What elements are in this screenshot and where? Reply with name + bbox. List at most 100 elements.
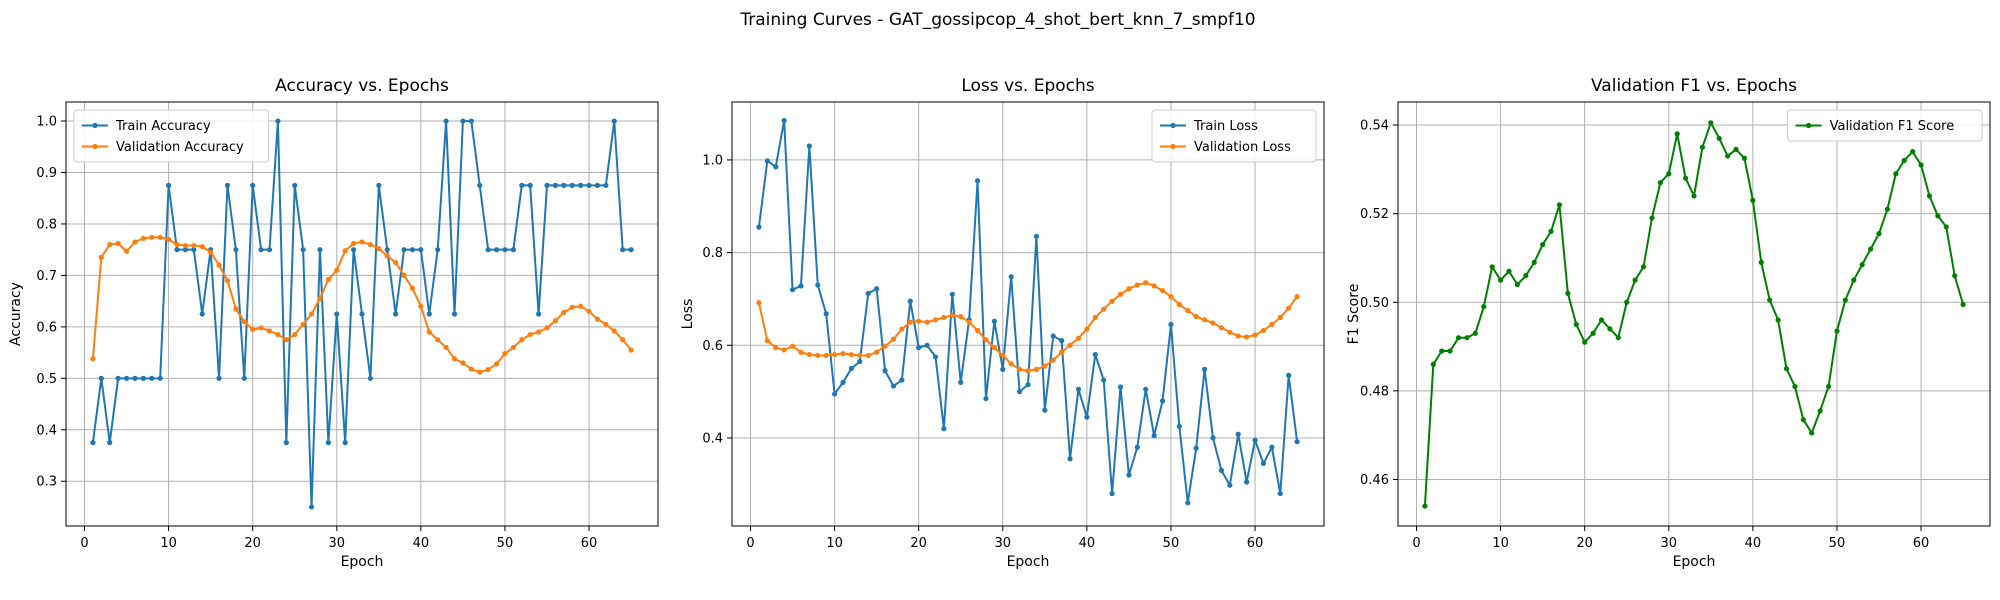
data-point <box>1159 287 1166 294</box>
data-point <box>350 240 357 247</box>
data-point <box>932 317 939 323</box>
data-point <box>1792 383 1798 390</box>
data-point <box>1716 135 1722 141</box>
y-tick-label: 1.0 <box>36 115 57 130</box>
data-point <box>1775 317 1781 323</box>
legend-swatch-marker <box>1170 143 1176 150</box>
data-point <box>916 344 922 351</box>
x-tick-label: 10 <box>160 536 177 551</box>
data-point <box>266 328 273 334</box>
data-point <box>823 352 829 359</box>
data-point <box>578 303 584 309</box>
data-point <box>1607 326 1613 332</box>
data-point <box>275 331 281 338</box>
data-point <box>250 326 256 333</box>
axes-frame <box>731 101 1325 527</box>
data-point <box>1218 325 1225 331</box>
data-point <box>233 247 239 253</box>
data-point <box>907 298 913 304</box>
data-point <box>578 182 584 188</box>
data-point <box>468 366 474 372</box>
data-point <box>1092 314 1098 321</box>
data-point <box>1506 268 1512 274</box>
data-point <box>1556 202 1563 208</box>
x-tick-label: 10 <box>826 536 843 551</box>
data-point <box>107 241 113 248</box>
legend: Validation F1 Score <box>1787 109 1983 142</box>
y-tick-label: 0.9 <box>36 166 57 181</box>
legend-swatch-marker <box>92 143 98 150</box>
data-point <box>1201 366 1208 372</box>
data-point <box>1075 335 1082 341</box>
data-point <box>561 182 567 188</box>
x-axis-label: Epoch <box>1007 554 1050 570</box>
data-point <box>208 249 214 255</box>
data-point <box>620 247 626 253</box>
data-point <box>1867 246 1874 252</box>
data-point <box>1210 320 1216 326</box>
data-point <box>165 182 172 188</box>
data-point <box>1691 193 1697 199</box>
data-point <box>611 328 617 334</box>
y-tick-label: 0.5 <box>36 372 57 387</box>
data-point <box>1825 383 1832 390</box>
x-tick-label: 60 <box>1913 536 1930 551</box>
data-point <box>1842 297 1848 303</box>
data-point <box>165 236 172 242</box>
data-point <box>874 349 880 355</box>
data-point <box>958 313 964 320</box>
data-point <box>1059 338 1065 344</box>
subplot-title: Validation F1 vs. Epochs <box>1591 76 1797 96</box>
data-point <box>1269 444 1275 450</box>
data-point <box>899 326 905 332</box>
data-point <box>1859 261 1865 268</box>
data-point <box>1210 435 1216 441</box>
data-point <box>493 247 500 253</box>
data-point <box>1269 321 1275 328</box>
data-point <box>115 240 121 247</box>
data-point <box>485 247 491 253</box>
data-point <box>924 342 930 348</box>
data-point <box>283 337 289 343</box>
data-point <box>224 182 231 188</box>
subplot-title: Loss vs. Epochs <box>961 76 1094 96</box>
data-point <box>1624 299 1630 305</box>
data-point <box>90 440 96 446</box>
data-point <box>443 118 449 124</box>
data-point <box>756 224 762 230</box>
data-point <box>1016 366 1023 372</box>
x-tick-label: 30 <box>994 536 1011 551</box>
data-point <box>991 344 997 351</box>
subplot-2: 0 10 20 30 40 50 60 0.4 0.6 0.8 1.0 Loss vs. Epochs… <box>680 76 1325 570</box>
data-point <box>1277 490 1283 497</box>
legend-label: Validation F1 Score <box>1830 119 1955 134</box>
data-point <box>224 277 231 284</box>
data-point <box>191 242 197 249</box>
subplot-1: 0 10 20 30 40 50 60 0.3 0.4 0.5 0.6 0.7 0.8 0.9 1.0 Acc… <box>8 76 659 570</box>
series-line <box>91 236 632 374</box>
data-point <box>216 375 222 381</box>
x-tick-label: 0 <box>80 536 88 551</box>
data-point <box>1834 328 1840 334</box>
data-point <box>376 246 382 252</box>
data-point <box>401 272 407 279</box>
data-point <box>1252 332 1258 338</box>
legend-label: Validation Accuracy <box>116 140 244 155</box>
data-point <box>342 440 348 446</box>
data-point <box>865 290 871 296</box>
data-point <box>174 241 180 248</box>
data-point <box>527 182 533 188</box>
data-point <box>519 182 525 188</box>
y-tick-label: 0.8 <box>702 246 723 261</box>
data-point <box>443 344 449 351</box>
data-point <box>1598 317 1605 323</box>
data-point <box>628 247 634 253</box>
data-point <box>1632 277 1638 283</box>
data-point <box>527 331 533 338</box>
data-point <box>1708 120 1714 126</box>
y-tick-label: 0.52 <box>1360 207 1389 222</box>
data-point <box>949 312 955 318</box>
data-point <box>1050 357 1056 363</box>
data-point <box>789 343 796 349</box>
data-point <box>199 311 205 317</box>
